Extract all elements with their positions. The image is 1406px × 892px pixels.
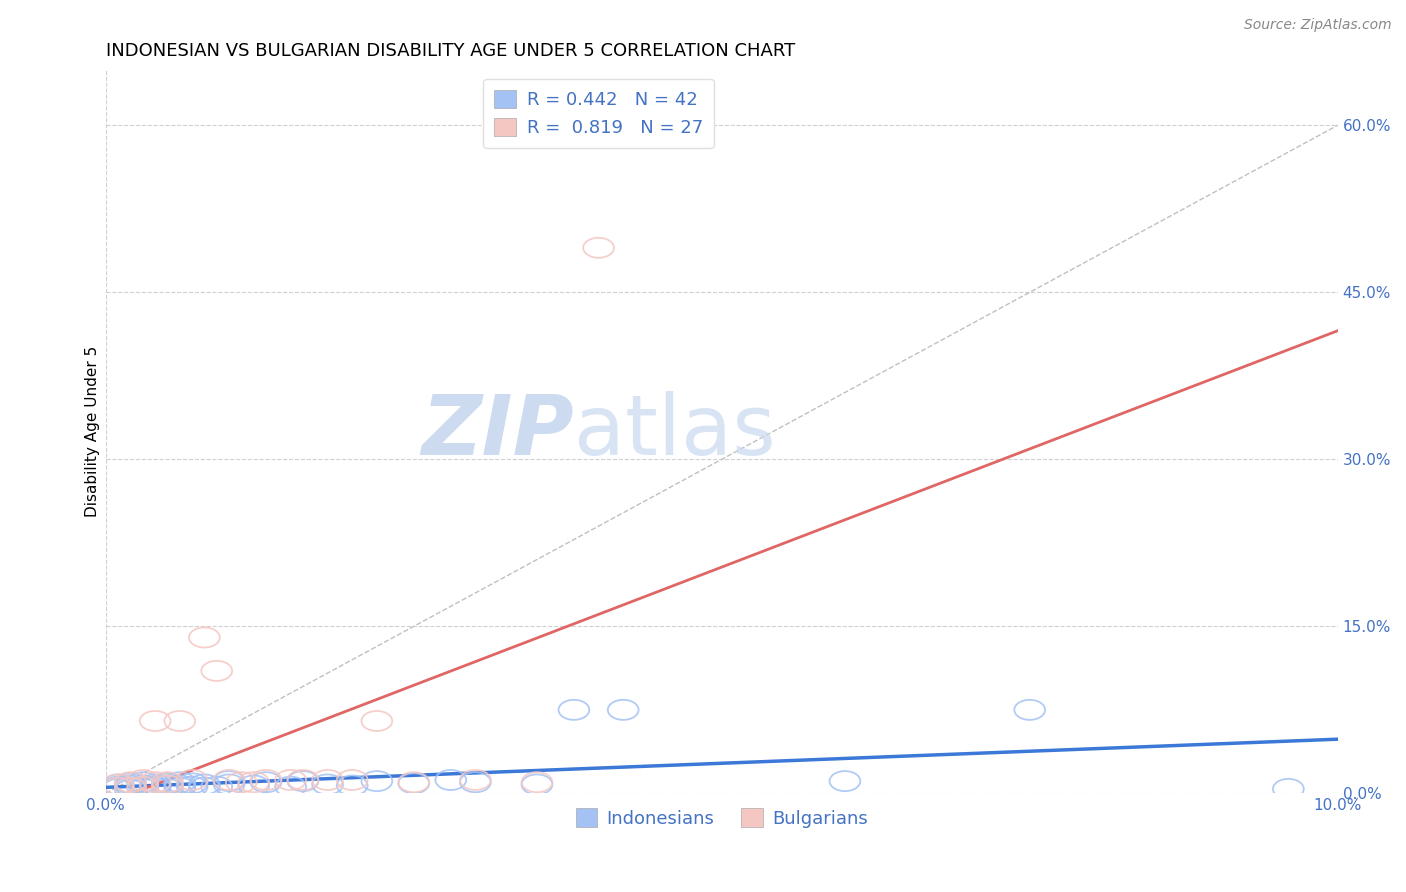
Text: atlas: atlas [574,391,776,472]
Y-axis label: Disability Age Under 5: Disability Age Under 5 [86,346,100,517]
Text: Source: ZipAtlas.com: Source: ZipAtlas.com [1244,18,1392,32]
Text: INDONESIAN VS BULGARIAN DISABILITY AGE UNDER 5 CORRELATION CHART: INDONESIAN VS BULGARIAN DISABILITY AGE U… [105,42,796,60]
Legend: Indonesians, Bulgarians: Indonesians, Bulgarians [568,801,875,835]
Text: ZIP: ZIP [422,391,574,472]
